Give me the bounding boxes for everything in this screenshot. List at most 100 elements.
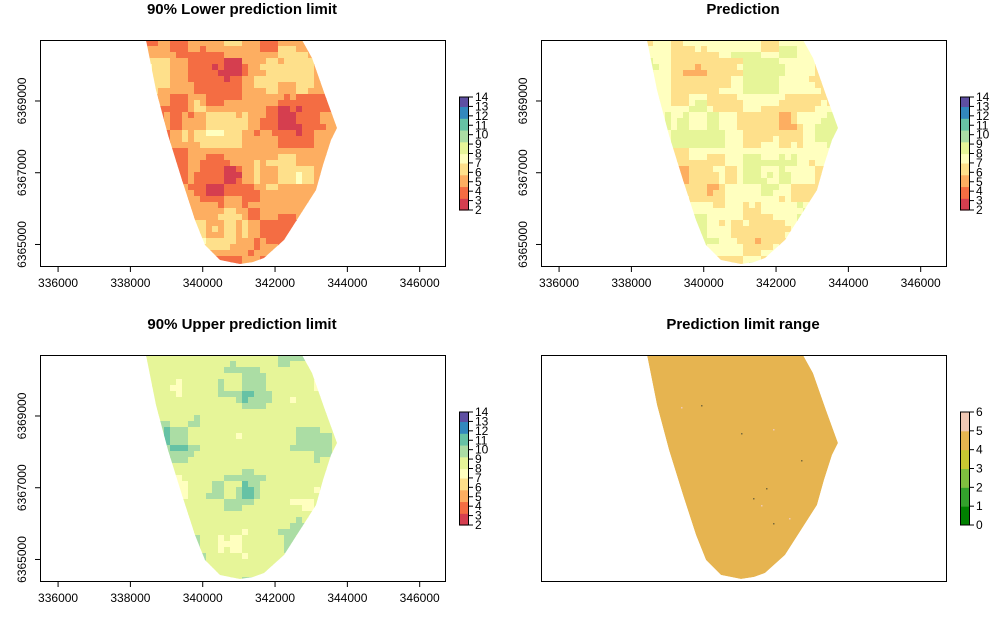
raster-cell xyxy=(146,214,153,221)
raster-cell xyxy=(302,196,309,203)
raster-cell xyxy=(146,439,147,446)
raster-cell xyxy=(332,88,337,95)
raster-cell xyxy=(731,100,738,107)
raster-cell xyxy=(785,262,792,264)
raster-cell xyxy=(242,250,249,257)
raster-cell xyxy=(188,148,195,155)
raster-cell xyxy=(146,535,153,542)
raster-cell xyxy=(188,355,195,362)
raster-cell xyxy=(761,214,768,221)
raster-cell xyxy=(290,559,297,566)
raster-cell xyxy=(707,214,714,221)
raster-cell xyxy=(284,178,291,185)
raster-cell xyxy=(218,451,225,458)
raster-cell xyxy=(194,547,201,554)
raster-cell xyxy=(689,76,696,83)
raster-cell xyxy=(773,226,780,233)
raster-cell xyxy=(248,385,255,392)
raster-cell xyxy=(713,106,720,113)
raster-cell xyxy=(647,214,648,221)
raster-cell xyxy=(719,76,726,83)
legend-swatch xyxy=(459,437,468,441)
raster-cell xyxy=(242,226,249,233)
raster-cell xyxy=(152,46,159,53)
raster-cell xyxy=(785,106,792,113)
raster-cell xyxy=(152,355,159,362)
raster-cell xyxy=(206,409,213,416)
raster-cell xyxy=(296,208,303,215)
raster-cell xyxy=(224,415,231,422)
raster-cell xyxy=(827,76,834,83)
raster-cell xyxy=(170,439,177,446)
raster-cell xyxy=(839,226,846,233)
raster-cell xyxy=(272,220,279,227)
raster-cell xyxy=(248,184,255,191)
raster-cell xyxy=(266,385,273,392)
raster-cell xyxy=(719,94,726,101)
raster-cell xyxy=(326,457,333,464)
raster-cell xyxy=(767,256,774,263)
raster-cell xyxy=(779,160,786,167)
raster-cell xyxy=(158,82,165,89)
raster-cell xyxy=(164,112,171,119)
raster-cell xyxy=(647,244,648,251)
raster-cell xyxy=(272,118,279,125)
raster-cell xyxy=(332,481,337,488)
raster-cell xyxy=(158,559,165,566)
raster-cell xyxy=(146,106,147,113)
legend-swatch xyxy=(459,513,468,517)
raster-cell xyxy=(785,52,792,59)
raster-cell xyxy=(218,232,225,239)
raster-cell xyxy=(683,100,690,107)
raster-cell xyxy=(320,250,327,257)
raster-cell xyxy=(767,238,774,245)
raster-cell xyxy=(809,64,816,71)
raster-cell xyxy=(791,40,798,47)
raster-cell xyxy=(254,367,261,374)
raster-cell xyxy=(773,196,780,203)
raster-cell xyxy=(242,136,249,143)
raster-cell xyxy=(677,262,684,264)
raster-cell xyxy=(338,367,345,374)
raster-cell xyxy=(785,64,792,71)
raster-cell xyxy=(797,52,804,59)
raster-cell xyxy=(272,535,279,542)
raster-cell xyxy=(338,403,345,410)
raster-cell xyxy=(809,202,816,209)
raster-cell xyxy=(785,184,792,191)
raster-cell xyxy=(677,124,684,131)
raster-cell xyxy=(266,475,273,482)
raster-cell xyxy=(278,409,285,416)
raster-cell xyxy=(278,547,285,554)
raster-cell xyxy=(152,124,159,131)
raster-cell xyxy=(653,64,660,71)
x-tick-label: 338000 xyxy=(110,591,150,605)
raster-cell xyxy=(326,232,333,239)
raster-cell xyxy=(713,40,720,47)
raster-cell xyxy=(206,220,213,227)
raster-cell xyxy=(266,433,273,440)
raster-cell xyxy=(689,184,696,191)
raster-cell xyxy=(809,106,816,113)
raster-cell xyxy=(242,196,249,203)
raster-cell xyxy=(230,565,237,572)
raster-cell xyxy=(647,226,654,233)
raster-cell xyxy=(146,529,153,536)
raster-cell xyxy=(302,208,309,215)
legend-swatch xyxy=(459,195,468,199)
raster-cell xyxy=(272,82,279,89)
raster-cell xyxy=(284,529,291,536)
legend-swatch xyxy=(459,515,468,519)
raster-cell xyxy=(314,523,321,530)
raster-cell xyxy=(296,46,303,53)
raster-cell xyxy=(176,58,183,65)
raster-cell xyxy=(815,88,822,95)
raster-cell xyxy=(653,88,660,95)
raster-cell xyxy=(218,475,225,482)
raster-cell xyxy=(158,475,165,482)
raster-cell xyxy=(290,262,297,264)
raster-cell xyxy=(809,220,816,227)
raster-cell xyxy=(212,196,219,203)
raster-cell xyxy=(302,499,309,506)
raster-cell xyxy=(254,541,261,548)
